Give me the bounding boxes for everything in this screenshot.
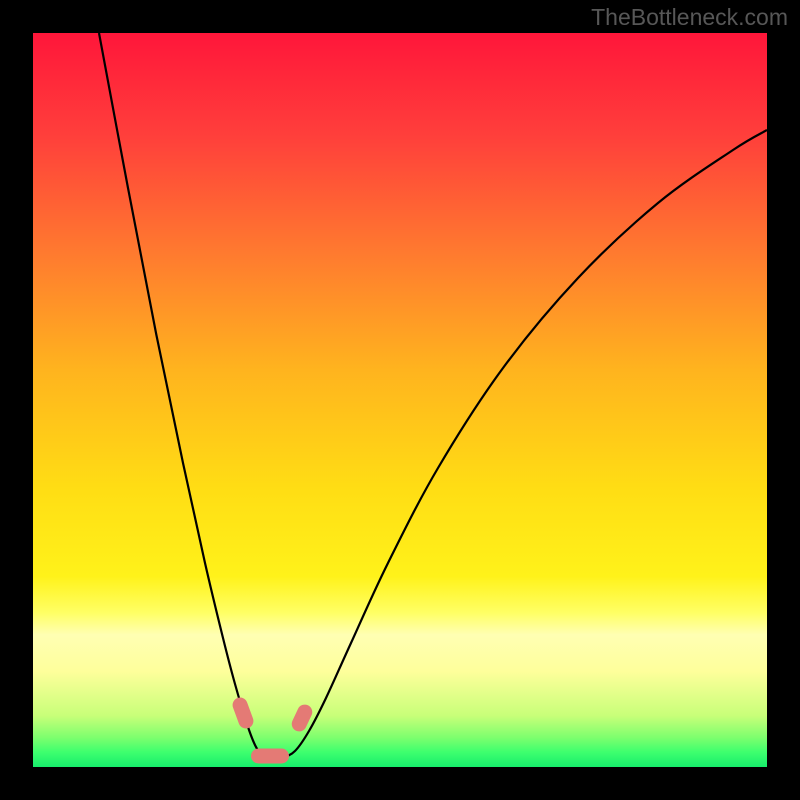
curve-marker-2 [251, 749, 289, 764]
curve-svg [33, 33, 767, 767]
watermark-text: TheBottleneck.com [591, 4, 788, 31]
plot-area [33, 33, 767, 767]
bottleneck-curve [99, 33, 767, 758]
